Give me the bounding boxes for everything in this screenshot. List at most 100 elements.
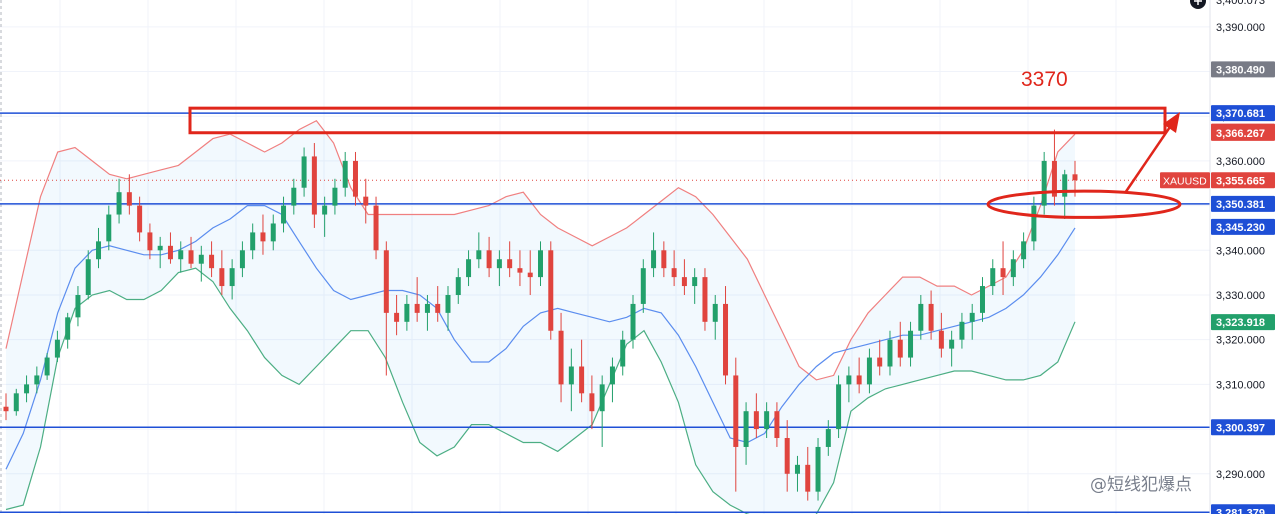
- candle-body: [1010, 259, 1016, 278]
- price-badge: [1211, 314, 1275, 331]
- price-tick-label: 3,360.000: [1216, 156, 1265, 168]
- annotation-3370-label: 3370: [1021, 68, 1068, 91]
- candle-body: [54, 339, 60, 358]
- price-badge: [1211, 419, 1275, 436]
- candle-body: [599, 384, 605, 412]
- candle-body: [846, 375, 852, 385]
- candle-body: [198, 254, 204, 264]
- candle-body: [3, 406, 9, 412]
- candle-body: [671, 268, 677, 278]
- candle-body: [24, 384, 30, 394]
- candle-body: [486, 250, 492, 269]
- candle-body: [167, 245, 173, 260]
- price-tick-label: 3,330.000: [1216, 290, 1265, 302]
- candle-body: [178, 250, 184, 260]
- candle-body: [589, 393, 595, 412]
- candle-body: [219, 268, 225, 287]
- bollinger-lower: [5, 267, 1076, 519]
- candle-body: [281, 205, 287, 224]
- horizontal-levels[interactable]: [0, 112, 1210, 514]
- support-ellipse: [986, 189, 1182, 219]
- candle-body: [794, 464, 800, 474]
- candle-body: [681, 277, 687, 287]
- price-badge-label: 3,300.397: [1216, 422, 1265, 434]
- annotations: 3370: [188, 68, 1182, 219]
- candle-body: [723, 303, 729, 376]
- candle-body: [753, 411, 759, 430]
- candle-body: [424, 303, 430, 313]
- candle-body: [383, 250, 389, 313]
- candle-body: [969, 312, 975, 322]
- candle-body: [1072, 174, 1078, 181]
- candle-body: [866, 357, 872, 385]
- candle-body: [65, 317, 71, 340]
- candle-body: [445, 294, 451, 313]
- candle-body: [712, 303, 718, 322]
- bollinger-fill: [6, 120, 1075, 519]
- candle-body: [332, 187, 338, 206]
- candle-body: [1021, 241, 1027, 260]
- candle-body: [928, 303, 934, 331]
- price-badge-label: 3,370.681: [1216, 108, 1265, 120]
- price-badge-label: 3,366.267: [1216, 128, 1265, 140]
- candle-body: [702, 277, 708, 322]
- bollinger-upper: [5, 119, 1076, 381]
- candle-body: [301, 156, 307, 188]
- candle-body: [1041, 160, 1047, 206]
- price-badge-label: 3,323.918: [1216, 317, 1265, 329]
- arrow-shaft: [1123, 123, 1174, 194]
- candle-body: [815, 446, 821, 492]
- candle-body: [455, 277, 461, 295]
- symbol-tag-label: XAUUSD: [1163, 175, 1207, 187]
- candle-body: [157, 245, 163, 251]
- price-badge-label: 3,281.379: [1216, 507, 1265, 514]
- candle-body: [373, 205, 379, 251]
- candle-body: [75, 294, 81, 318]
- candle-body: [527, 272, 533, 278]
- candle-body: [630, 303, 636, 340]
- candle-body: [311, 156, 317, 215]
- candle-body: [476, 250, 482, 260]
- candle-body: [517, 268, 523, 273]
- candle-body: [96, 241, 102, 260]
- candle-body: [239, 250, 245, 269]
- candle-body: [609, 366, 615, 385]
- price-tick-label: 3,320.000: [1216, 335, 1265, 347]
- candle-body: [908, 330, 914, 358]
- candle-body: [1031, 205, 1037, 242]
- candle-body: [250, 232, 256, 251]
- candle-body: [435, 303, 441, 313]
- candle-body: [322, 205, 328, 215]
- candle-body: [44, 357, 50, 376]
- bollinger-bands: [5, 119, 1076, 519]
- candle-body: [394, 312, 400, 322]
- candle-body: [352, 160, 358, 197]
- candle-body: [466, 259, 472, 278]
- candle-body: [363, 196, 369, 206]
- candle-body: [743, 411, 749, 447]
- candle-body: [13, 393, 19, 412]
- candle-body: [856, 375, 862, 385]
- resistance-box: [188, 106, 1167, 135]
- candle-body: [188, 250, 194, 264]
- candle-body: [538, 250, 543, 278]
- candle-body: [404, 303, 410, 322]
- candle-body: [949, 339, 955, 349]
- arrow-head: [1163, 112, 1180, 133]
- candle-body: [137, 205, 143, 233]
- symbol-tag: [1160, 172, 1210, 189]
- candle-body: [784, 438, 790, 474]
- candle-body: [209, 254, 215, 269]
- candle-body: [507, 259, 513, 269]
- price-badge: [1211, 124, 1275, 141]
- price-badge: [1211, 105, 1275, 122]
- candle-body: [568, 366, 574, 385]
- candle-body: [640, 268, 646, 304]
- candle-body: [938, 330, 944, 349]
- candle-body: [558, 330, 564, 385]
- candle-body: [126, 192, 132, 206]
- candle-body: [959, 321, 965, 340]
- candle-body: [877, 357, 883, 367]
